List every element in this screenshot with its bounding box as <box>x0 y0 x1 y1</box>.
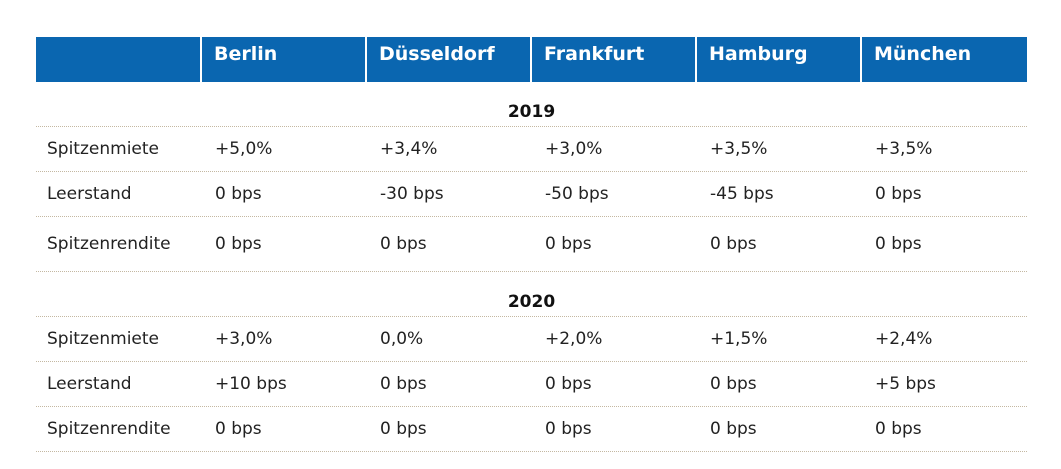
row-label: Leerstand <box>47 374 132 394</box>
table-cell: +2,4% <box>875 329 933 349</box>
table-cell: 0 bps <box>875 419 922 439</box>
table-cell: 0 bps <box>545 374 592 394</box>
header-cell-empty <box>36 37 200 82</box>
table-row: Spitzenmiete +3,0% 0,0% +2,0% +1,5% +2,4… <box>36 317 1027 362</box>
table-cell: 0 bps <box>215 419 262 439</box>
table-row: Spitzenrendite 0 bps 0 bps 0 bps 0 bps 0… <box>36 217 1027 272</box>
table-cell: 0 bps <box>710 374 757 394</box>
row-label: Spitzenrendite <box>47 419 171 439</box>
table-cell: +5 bps <box>875 374 936 394</box>
table-cell: 0 bps <box>380 374 427 394</box>
row-label: Spitzenrendite <box>47 234 171 254</box>
table-row: Spitzenmiete +5,0% +3,4% +3,0% +3,5% +3,… <box>36 127 1027 172</box>
table-cell: 0 bps <box>710 234 757 254</box>
market-forecast-table: Berlin Düsseldorf Frankfurt Hamburg Münc… <box>36 37 1027 452</box>
table-cell: 0 bps <box>875 184 922 204</box>
table-cell: 0 bps <box>215 184 262 204</box>
header-cell-berlin: Berlin <box>202 37 365 82</box>
header-cell-muenchen: München <box>862 37 1027 82</box>
table-cell: +10 bps <box>215 374 287 394</box>
header-cell-hamburg: Hamburg <box>697 37 860 82</box>
table-header-row: Berlin Düsseldorf Frankfurt Hamburg Münc… <box>36 37 1027 82</box>
table-cell: 0 bps <box>875 234 922 254</box>
table-row: Leerstand +10 bps 0 bps 0 bps 0 bps +5 b… <box>36 362 1027 407</box>
table-cell: +2,0% <box>545 329 603 349</box>
table-cell: +1,5% <box>710 329 768 349</box>
table-cell: +3,0% <box>545 139 603 159</box>
table-cell: 0 bps <box>380 234 427 254</box>
year-heading: 2019 <box>36 82 1027 127</box>
table-cell: 0 bps <box>380 419 427 439</box>
table-cell: +3,0% <box>215 329 273 349</box>
table-cell: +3,5% <box>875 139 933 159</box>
table-cell: -50 bps <box>545 184 609 204</box>
table-cell: 0 bps <box>710 419 757 439</box>
table-cell: -45 bps <box>710 184 774 204</box>
table-cell: -30 bps <box>380 184 444 204</box>
table-cell: 0 bps <box>545 419 592 439</box>
table-cell: 0,0% <box>380 329 424 349</box>
section-2020: 2020 Spitzenmiete +3,0% 0,0% +2,0% +1,5%… <box>36 272 1027 452</box>
row-label: Spitzenmiete <box>47 139 159 159</box>
table-cell: 0 bps <box>545 234 592 254</box>
section-2019: 2019 Spitzenmiete +5,0% +3,4% +3,0% +3,5… <box>36 82 1027 272</box>
table-row: Leerstand 0 bps -30 bps -50 bps -45 bps … <box>36 172 1027 217</box>
header-cell-frankfurt: Frankfurt <box>532 37 695 82</box>
table-cell: 0 bps <box>215 234 262 254</box>
table-row: Spitzenrendite 0 bps 0 bps 0 bps 0 bps 0… <box>36 407 1027 452</box>
year-heading: 2020 <box>36 272 1027 317</box>
table-cell: +5,0% <box>215 139 273 159</box>
table-cell: +3,4% <box>380 139 438 159</box>
table-cell: +3,5% <box>710 139 768 159</box>
header-cell-duesseldorf: Düsseldorf <box>367 37 530 82</box>
row-label: Spitzenmiete <box>47 329 159 349</box>
row-label: Leerstand <box>47 184 132 204</box>
